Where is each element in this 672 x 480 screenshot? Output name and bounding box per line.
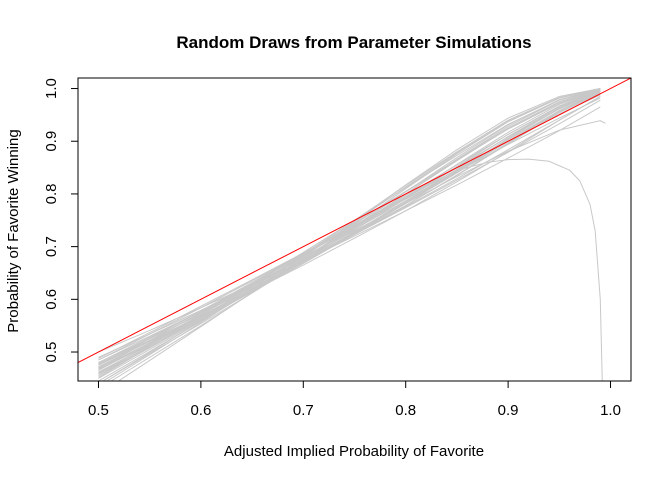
simulation-line-29 — [98, 97, 601, 359]
simulation-line-10 — [98, 99, 601, 358]
x-tick-label-0.9: 0.9 — [498, 402, 519, 419]
reference-line — [78, 78, 631, 364]
y-tick-label-0.9: 0.9 — [43, 131, 60, 152]
x-tick-label-0.7: 0.7 — [293, 402, 314, 419]
x-axis-label: Adjusted Implied Probability of Favorite — [224, 443, 484, 460]
simulation-line-31 — [98, 120, 606, 369]
y-tick-label-1.0: 1.0 — [43, 78, 60, 99]
reference-line-group — [78, 78, 631, 364]
y-axis: 0.5 0.6 0.7 0.8 0.9 1.0 — [43, 78, 79, 363]
y-tick-label-0.7: 0.7 — [43, 236, 60, 257]
y-tick-label-0.6: 0.6 — [43, 289, 60, 310]
simulation-line-32 — [98, 158, 603, 381]
x-axis: 0.5 0.6 0.7 0.8 0.9 1.0 — [88, 380, 621, 419]
chart-title: Random Draws from Parameter Simulations — [176, 33, 531, 52]
simulation-line-27 — [98, 92, 601, 371]
x-tick-label-1.0: 1.0 — [600, 402, 621, 419]
y-tick-label-0.5: 0.5 — [43, 342, 60, 363]
y-axis-label: Probability of Favorite Winning — [5, 129, 22, 332]
simulation-line-28 — [98, 89, 601, 374]
x-tick-label-0.8: 0.8 — [395, 402, 416, 419]
y-tick-label-0.8: 0.8 — [43, 184, 60, 205]
x-tick-label-0.6: 0.6 — [190, 402, 211, 419]
simulation-line-23 — [106, 88, 601, 381]
series-group — [98, 88, 606, 381]
x-tick-label-0.5: 0.5 — [88, 402, 109, 419]
